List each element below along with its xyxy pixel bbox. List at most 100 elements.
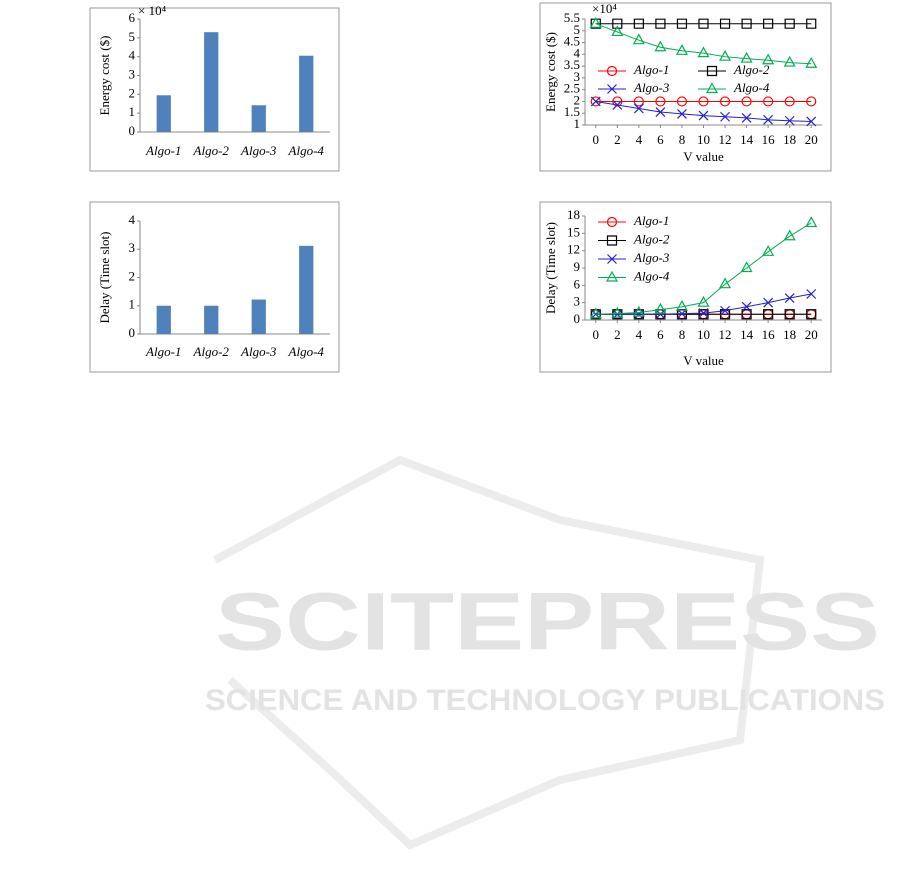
x-tick-label: 12	[719, 132, 732, 147]
x-tick-label: 20	[805, 132, 818, 147]
x-tick-label: 18	[783, 132, 796, 147]
legend-label: Algo-3	[633, 250, 670, 265]
marker	[633, 18, 644, 29]
bar	[204, 305, 219, 334]
marker	[806, 289, 817, 299]
x-tick-label: 6	[657, 327, 664, 342]
marker	[762, 53, 775, 65]
y-tick-label: 3	[574, 69, 581, 84]
y-axis-label: Energy cost ($)	[543, 32, 558, 112]
marker	[784, 309, 795, 320]
x-tick-label: 18	[783, 327, 796, 342]
marker	[611, 25, 624, 37]
x-tick-label: 6	[657, 132, 664, 147]
legend-label: Algo-4	[733, 80, 770, 95]
marker	[589, 16, 602, 28]
x-tick-label: Algo-4	[288, 344, 325, 359]
y-tick-label: 2.5	[564, 81, 580, 96]
marker	[806, 309, 817, 320]
marker	[677, 109, 687, 119]
marker	[806, 18, 817, 29]
marker	[606, 235, 618, 246]
y-tick-label: 5	[129, 29, 136, 44]
marker	[740, 261, 753, 273]
marker	[698, 110, 709, 121]
marker	[762, 245, 775, 256]
x-tick-label: 2	[614, 327, 621, 342]
x-tick-label: Algo-2	[193, 344, 230, 359]
bar	[299, 245, 314, 334]
y-tick-label: 5	[574, 22, 581, 37]
series-line	[595, 222, 812, 315]
marker	[784, 293, 795, 303]
marker	[720, 111, 730, 122]
marker	[676, 96, 688, 107]
marker	[697, 295, 710, 307]
x-tick-label: 16	[762, 132, 776, 147]
legend-label: Algo-2	[633, 231, 670, 246]
marker	[719, 49, 732, 61]
y-tick-label: 12	[567, 242, 580, 257]
marker	[741, 113, 752, 123]
y-tick-label: 15	[567, 224, 580, 239]
y-tick-label: 0	[129, 325, 136, 340]
legend-label: Algo-4	[633, 268, 670, 283]
x-tick-label: 0	[593, 132, 600, 147]
chart-frame	[539, 2, 832, 172]
marker	[719, 277, 732, 289]
marker	[741, 309, 752, 320]
marker	[675, 299, 688, 311]
y-tick-label: 2	[574, 92, 581, 107]
chart-frame	[539, 201, 832, 373]
marker	[806, 116, 817, 127]
bar	[204, 32, 219, 132]
marker	[763, 114, 774, 125]
x-axis-label: V value	[683, 353, 724, 368]
marker	[632, 33, 645, 45]
marker	[655, 18, 666, 29]
marker	[654, 302, 667, 314]
marker	[607, 254, 617, 264]
marker	[784, 115, 795, 126]
watermark-logo	[213, 455, 765, 850]
marker	[741, 96, 752, 107]
marker	[589, 307, 602, 319]
y-tick-label: 3	[129, 240, 136, 255]
axis-multiplier: × 10⁴	[138, 3, 167, 18]
marker	[763, 309, 774, 320]
marker	[654, 40, 667, 52]
marker	[705, 82, 719, 94]
marker	[741, 301, 752, 312]
legend-label: Algo-1	[633, 213, 669, 228]
marker	[632, 305, 645, 317]
y-tick-label: 1	[574, 116, 581, 131]
y-tick-label: 3.5	[564, 57, 580, 72]
marker	[698, 96, 709, 107]
x-tick-label: 12	[719, 327, 732, 342]
marker	[607, 84, 617, 94]
x-tick-label: Algo-1	[145, 344, 181, 359]
y-tick-label: 1.5	[564, 104, 580, 119]
x-tick-label: 2	[614, 132, 621, 147]
marker	[719, 96, 731, 107]
x-tick-label: 10	[697, 132, 710, 147]
marker	[611, 306, 624, 318]
bar	[156, 305, 171, 334]
watermark-subtitle: SCIENCE AND TECHNOLOGY PUBLICATIONS	[205, 684, 885, 717]
y-tick-label: 2	[129, 85, 136, 100]
marker	[698, 308, 709, 318]
marker	[784, 18, 795, 29]
marker	[612, 96, 623, 107]
bar	[299, 55, 314, 132]
x-tick-label: Algo-3	[240, 143, 277, 158]
y-tick-label: 6	[129, 10, 136, 25]
marker	[741, 18, 752, 29]
watermark-title: SCITEPRESS	[215, 577, 880, 668]
marker	[763, 297, 774, 308]
x-axis-label: V value	[683, 149, 724, 164]
y-tick-label: 3	[574, 294, 581, 309]
y-tick-label: 3	[129, 66, 136, 81]
marker	[675, 44, 688, 55]
y-axis-label: Energy cost ($)	[97, 36, 112, 116]
y-tick-label: 4.5	[564, 34, 580, 49]
